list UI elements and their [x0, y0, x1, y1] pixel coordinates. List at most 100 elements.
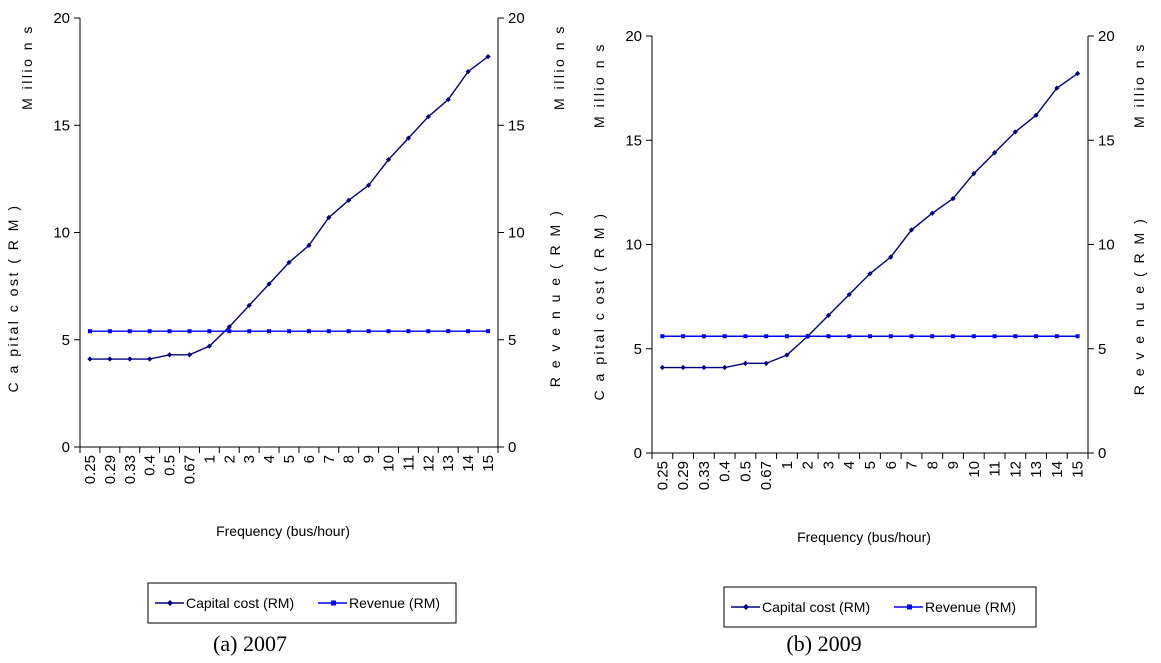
data-point [764, 334, 769, 339]
y-right-units-label: M illio n s [1131, 42, 1147, 128]
x-tick-label: 5 [281, 455, 298, 463]
data-point [107, 356, 113, 362]
data-point [722, 334, 727, 339]
data-point [226, 324, 232, 330]
y-left-axis-title: C a pital c ost ( R M ) [591, 212, 607, 401]
x-tick-label: 7 [904, 461, 921, 469]
data-point [266, 281, 272, 287]
figure-caption: (a) 2007 [213, 631, 287, 656]
data-point [763, 360, 769, 366]
x-tick-label: 0.25 [82, 455, 99, 484]
x-tick-label: 0.33 [696, 461, 713, 490]
data-point [87, 329, 92, 334]
x-tick-label: 0.25 [654, 461, 671, 490]
x-tick-label: 1 [201, 455, 218, 463]
data-point [366, 182, 372, 188]
data-point [909, 334, 914, 339]
data-point [246, 302, 252, 309]
x-tick-label: 10 [966, 461, 983, 478]
x-tick-label: 0.5 [162, 455, 179, 476]
data-point [465, 69, 471, 75]
series-revenue [660, 334, 1080, 339]
data-point [166, 352, 173, 358]
x-tick-label: 13 [440, 455, 457, 472]
data-point [701, 334, 706, 339]
x-tick-label: 11 [987, 461, 1004, 477]
x-tick-label: 0.29 [102, 455, 119, 484]
y-right-tick-label: 20 [508, 10, 525, 27]
series-line [662, 72, 1079, 369]
y-left-tick-label: 10 [53, 225, 70, 242]
data-point [247, 329, 252, 334]
data-point [868, 334, 872, 339]
x-tick-label: 14 [460, 455, 477, 472]
y-right-tick-label: 5 [1098, 341, 1106, 358]
data-point [971, 334, 976, 339]
y-left-tick-label: 15 [625, 132, 642, 149]
data-point [186, 352, 193, 358]
y-left-tick-label: 10 [625, 237, 642, 254]
x-tick-label: 0.67 [758, 461, 775, 490]
data-point [346, 197, 352, 203]
data-point [805, 334, 810, 339]
data-point [446, 329, 451, 334]
x-tick-label: 10 [381, 455, 398, 472]
data-point [659, 364, 665, 371]
data-point [929, 210, 935, 216]
data-point [445, 96, 451, 103]
series-capital-cost [87, 54, 491, 362]
data-point [826, 334, 831, 339]
x-tick-label: 8 [341, 455, 358, 463]
data-point [784, 352, 790, 358]
data-point [971, 171, 977, 177]
data-point [466, 329, 471, 334]
y-right-tick-label: 10 [1098, 237, 1115, 254]
data-point [867, 271, 873, 277]
data-point [1075, 70, 1081, 77]
x-axis-title: Frequency (bus/hour) [797, 529, 931, 545]
data-point [346, 329, 351, 334]
y-right-tick-label: 15 [1098, 132, 1115, 149]
y-left-units-label: M illio n s [19, 24, 35, 110]
data-point [908, 227, 915, 233]
data-point [306, 329, 311, 334]
x-tick-label: 2 [800, 461, 817, 469]
data-point [681, 334, 686, 339]
x-tick-label: 13 [1028, 461, 1045, 478]
legend-swatch-marker [331, 600, 336, 606]
y-right-axis-title: R e v e n u e ( R M ) [547, 209, 563, 388]
legend: Capital cost (RM) Revenue (RM) [147, 582, 457, 624]
data-point [784, 334, 789, 339]
x-tick-label: 9 [361, 455, 378, 463]
data-point [991, 150, 998, 156]
data-point [743, 334, 748, 339]
data-point [1013, 334, 1018, 339]
data-point [267, 329, 272, 334]
data-point [127, 329, 132, 334]
data-point [107, 329, 112, 334]
y-left-tick-label: 5 [62, 332, 70, 349]
y-right-units-label: M illio n s [551, 24, 567, 110]
data-point [405, 135, 412, 141]
data-point [187, 329, 192, 334]
series-revenue [87, 329, 491, 334]
y-left-units-label: M illio n s [591, 42, 607, 128]
legend-box [147, 582, 457, 624]
legend-label: Revenue (RM) [925, 599, 1016, 615]
y-left-tick-label: 5 [634, 341, 642, 358]
x-tick-label: 0.29 [675, 461, 692, 490]
data-point [287, 329, 291, 334]
x-tick-label: 0.67 [181, 455, 198, 484]
legend-label: Capital cost (RM) [762, 599, 870, 615]
data-point [846, 291, 852, 298]
data-point [87, 356, 93, 362]
data-point [930, 334, 935, 339]
x-tick-label: 5 [862, 461, 879, 469]
data-point [1033, 112, 1039, 118]
legend-swatch-marker [907, 604, 912, 610]
x-tick-label: 11 [400, 455, 417, 471]
legend-label: Revenue (RM) [349, 595, 440, 611]
